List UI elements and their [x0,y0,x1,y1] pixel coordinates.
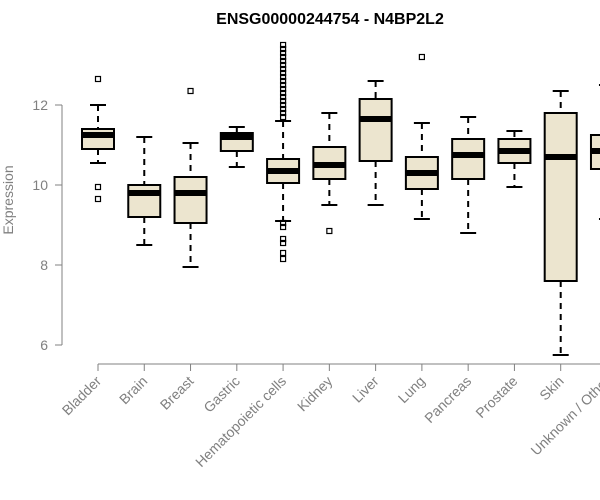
x-tick-label: Bladder [59,373,105,419]
x-tick-label: Brain [116,373,150,407]
outlier-point [279,41,287,49]
y-tick-label: 6 [40,337,48,353]
box-unknown-other [589,84,600,220]
box-gastric [219,126,254,168]
outlier-point [279,101,287,109]
box-kidney [312,112,347,235]
x-tick-label: Lung [395,373,428,406]
box-prostate [497,130,532,188]
outlier-point [279,89,287,97]
outlier-point [279,85,287,93]
box-skin [543,90,578,356]
y-tick-label: 8 [40,257,48,273]
boxes [81,41,600,356]
outlier-point [94,195,102,203]
outlier-point [279,49,287,57]
outlier-point [279,219,287,227]
outlier-point [94,183,102,191]
outlier-point [279,73,287,81]
outlier-point [279,235,287,243]
x-tick-label: Gastric [200,373,243,416]
box-brain [127,136,162,246]
outlier-point [279,93,287,101]
box-breast [173,87,208,268]
box-rect [358,98,393,162]
outlier-point [279,249,287,257]
outlier-point [279,69,287,77]
outlier-point [279,223,287,231]
outlier-point [279,239,287,247]
outlier-point [187,87,194,95]
outlier-point [279,77,287,85]
box-bladder [81,75,115,203]
x-tick-label: Hematopoietic cells [192,373,289,470]
box-pancreas [451,116,486,234]
outlier-point [279,81,287,89]
outlier-point [279,61,287,69]
outlier-point [279,57,287,65]
outlier-point [279,65,287,73]
outlier-point [279,113,287,121]
outlier-point [279,53,287,61]
x-tick-label: Breast [157,373,197,413]
box-rect [451,138,486,180]
x-tick-label: Pancreas [421,373,474,426]
y-tick-label: 10 [32,177,48,193]
x-tick-label: Liver [349,373,382,406]
box-lung [404,53,439,220]
outlier-point [94,75,102,83]
y-axis-title: Expression [0,165,16,234]
outlier-point [279,45,287,53]
box-rect [127,184,162,218]
outlier-point [279,255,287,263]
box-hematopoietic-cells [266,41,301,263]
x-tick-label: Prostate [472,373,520,421]
outlier-point [279,109,287,117]
chart-title: ENSG00000244754 - N4BP2L2 [216,11,444,28]
box-liver [358,80,393,206]
outlier-point [279,97,287,105]
y-tick-label: 12 [32,97,48,113]
box-rect [173,176,208,224]
outlier-point [326,227,333,235]
outlier-point [279,105,287,113]
box-rect [543,112,578,282]
x-tick-label: Kidney [294,373,336,415]
outlier-point [418,53,425,61]
y-axis: 6 8 10 12 [32,97,63,353]
x-tick-label: Skin [536,373,567,404]
